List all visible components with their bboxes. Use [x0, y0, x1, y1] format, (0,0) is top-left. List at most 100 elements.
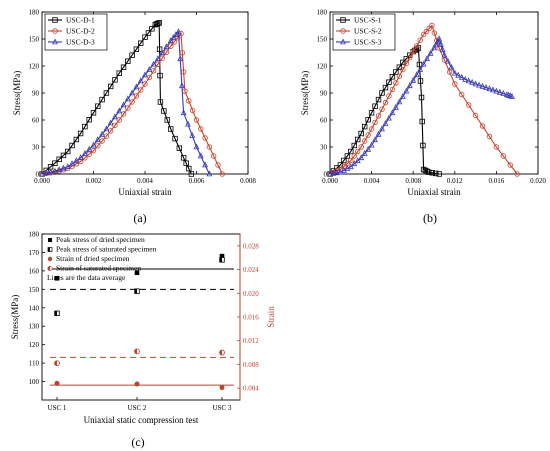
panel-b-label: (b) — [423, 211, 437, 225]
a-x-axis-label: Uniaxial strain — [118, 187, 172, 197]
b-series-2-point — [355, 148, 361, 155]
b-y-tick-label: 90 — [320, 90, 328, 98]
c-y-tick-label: 170 — [29, 249, 40, 257]
a-legend-label: USC-D-2 — [66, 27, 95, 36]
b-y-tick-label: 180 — [317, 9, 328, 17]
b-series-3-point — [354, 157, 361, 164]
b-series-1-point — [379, 90, 385, 96]
a-y-tick-label: 150 — [29, 36, 40, 44]
b-series-1-point — [420, 142, 426, 149]
a-series-line-3 — [41, 30, 210, 175]
a-series-2-point — [142, 81, 148, 87]
a-series-3-point — [178, 82, 185, 89]
b-series-2-point — [351, 153, 357, 159]
c-legend-label: Peak stress of saturated specimen — [56, 245, 157, 254]
a-legend-label: USC-D-1 — [66, 16, 95, 25]
a-series-3-point — [47, 168, 54, 175]
b-series-3-point — [451, 69, 458, 76]
b-series-1-point — [429, 170, 435, 176]
b-series-1-point — [389, 74, 396, 80]
a-series-1-point — [164, 117, 171, 123]
b-series-3-point — [406, 82, 413, 89]
c-y-tick-label: 140 — [29, 304, 40, 312]
b-series-3-point — [486, 85, 493, 92]
a-series-1-point — [138, 40, 144, 46]
a-series-1-point — [133, 46, 140, 52]
a-series-3-point — [172, 31, 179, 38]
a-series-1-point — [156, 46, 163, 52]
a-series-1-point — [69, 142, 75, 149]
a-series-1-point — [176, 145, 183, 151]
a-series-2-point — [116, 117, 122, 123]
c-x-tick-label: USC 3 — [213, 404, 232, 412]
a-legend-label: USC-D-3 — [66, 38, 95, 47]
a-y-tick-label: 30 — [32, 144, 40, 152]
c-y-tick-label: 150 — [29, 286, 40, 294]
b-series-1-point — [375, 96, 382, 103]
b-series-3-point — [417, 66, 424, 72]
a-series-1-point — [157, 99, 164, 105]
b-x-axis-label: Uniaxial strain — [407, 187, 461, 197]
a-series-1-point — [157, 72, 163, 79]
a-series-3-point — [142, 71, 148, 78]
a-series-3-point — [81, 150, 88, 156]
c-x-tick-label: USC 1 — [48, 404, 67, 412]
a-series-3-point — [137, 77, 144, 84]
a-series-3-point — [124, 95, 131, 102]
b-series-2-point — [396, 73, 403, 79]
b-series-2-point — [413, 43, 420, 49]
c-legend-label: Strain of dried specimen — [56, 254, 130, 263]
a-series-1-point — [142, 34, 148, 40]
b-series-3-point — [333, 169, 340, 176]
b-series-3-point — [489, 86, 496, 93]
b-series-2-point — [426, 25, 432, 32]
a-series-1-point — [129, 52, 135, 58]
b-series-1-point — [433, 170, 439, 177]
b-series-2-point — [431, 30, 438, 36]
b-series-2-point — [446, 69, 453, 75]
panel-c-label: (c) — [131, 435, 144, 449]
b-series-2-point — [420, 31, 427, 38]
c-y2-tick-label: 0.008 — [243, 361, 259, 369]
a-series-1-point — [145, 30, 152, 36]
panel-a-chart: 0 30 60 90 120 150 180 0.000 0.002 0.004 0.006 0.00… — [12, 9, 256, 198]
a-series-2-point — [120, 111, 127, 117]
a-series-1-point — [172, 135, 178, 142]
a-series-1-point — [60, 152, 67, 159]
a-series-2-point — [73, 161, 80, 167]
a-y-tick-label: 60 — [32, 117, 40, 125]
b-series-2-point — [514, 171, 520, 177]
c-legend-marker-half — [48, 247, 50, 252]
c-y2-tick-label: 0.016 — [243, 314, 259, 322]
c-y-axis-label: Stress(MPa) — [10, 295, 20, 340]
b-series-2-point — [341, 163, 347, 170]
b-series-3-point — [351, 160, 358, 167]
b-series-1-point — [348, 148, 354, 155]
c-legend-marker-half — [47, 266, 50, 271]
a-series-3-point — [206, 170, 213, 177]
b-series-1-point — [386, 79, 392, 85]
b-series-3-point — [439, 46, 446, 53]
c-dried-stress-point — [54, 275, 60, 281]
a-series-2-point — [155, 61, 161, 67]
b-series-2-point — [465, 102, 472, 108]
b-series-3-point — [375, 130, 382, 137]
a-series-2-point — [159, 55, 165, 61]
c-saturated-strain-point-half — [54, 360, 57, 366]
c-x-axis-label: Uniaxial static compression test — [84, 415, 199, 425]
c-y2-axis-label: Strain — [266, 306, 276, 328]
panel-a-label: (a) — [133, 211, 146, 225]
b-series-3-point — [444, 57, 451, 64]
a-y-axis-label: Stress(MPa) — [12, 71, 22, 116]
b-x-tick-label: 0.004 — [364, 177, 380, 185]
a-series-3-point — [167, 37, 174, 44]
b-x-tick-label: 0.012 — [447, 177, 463, 185]
b-series-1-point — [422, 167, 429, 174]
b-series-1-point — [365, 117, 371, 123]
c-legend-label: Strain of saturated specimen — [56, 264, 141, 273]
b-series-3-point — [399, 93, 406, 99]
b-x-tick-label: 0.008 — [405, 177, 421, 185]
panel-b-chart: 0 30 60 90 120 150 180 0.000 0.004 0.008 0.012 0.01… — [300, 9, 546, 198]
b-series-3-point — [368, 141, 375, 148]
